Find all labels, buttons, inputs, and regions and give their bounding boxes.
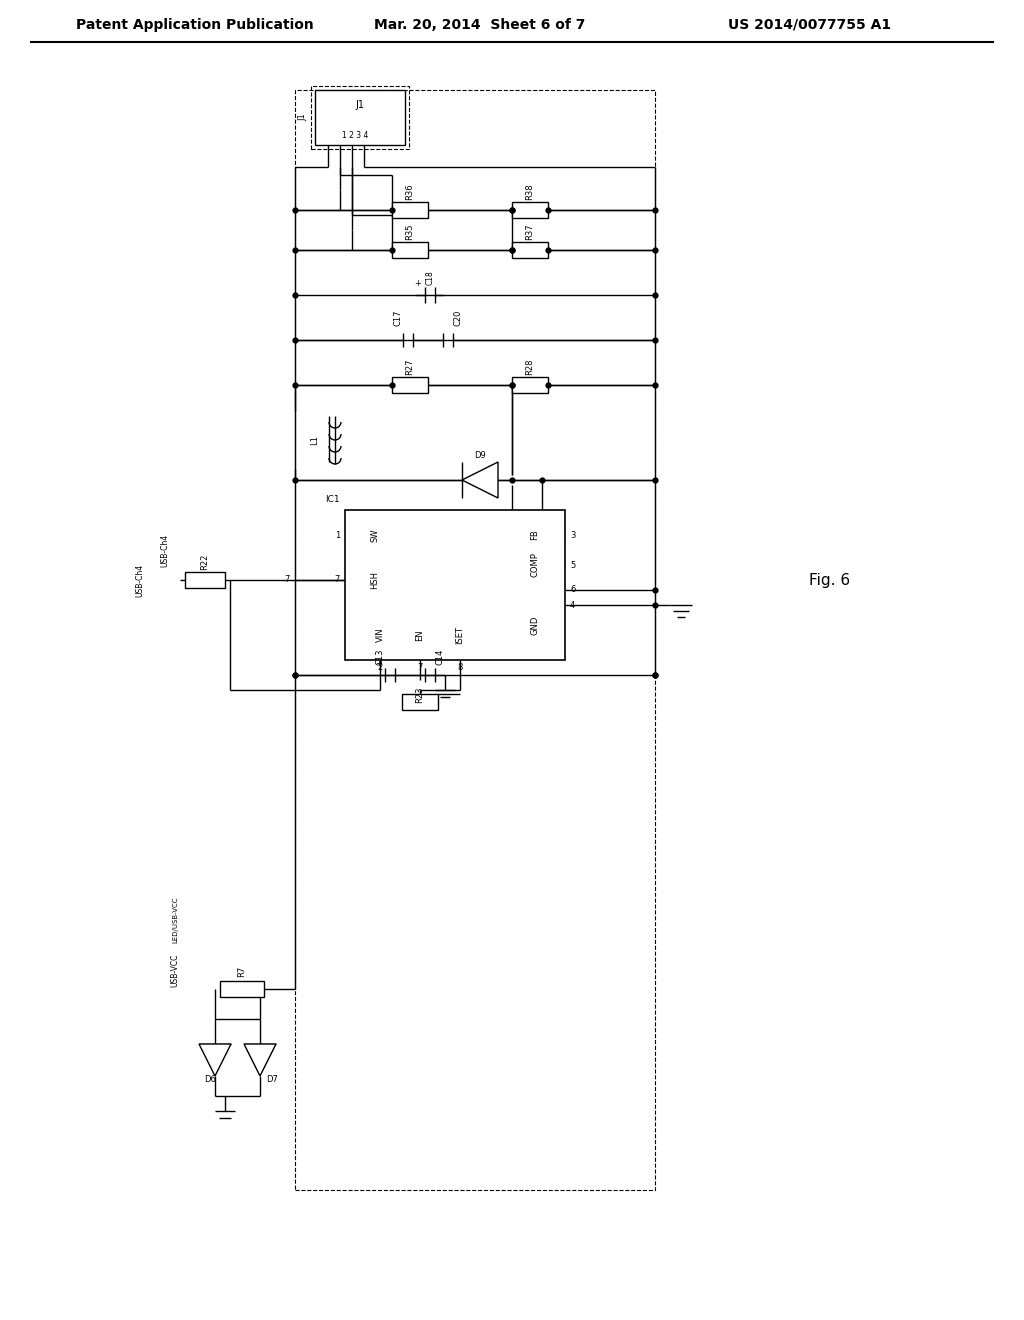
- Text: R28: R28: [525, 359, 535, 375]
- Text: R27: R27: [406, 359, 415, 375]
- Bar: [402, 694, 438, 710]
- Bar: [311, 86, 409, 149]
- Text: 4: 4: [570, 601, 575, 610]
- Text: Fig. 6: Fig. 6: [809, 573, 851, 587]
- Text: LED/USB-VCC: LED/USB-VCC: [172, 896, 178, 944]
- Text: IC1: IC1: [326, 495, 340, 504]
- Text: USB-Ch4: USB-Ch4: [135, 564, 144, 597]
- Text: R36: R36: [406, 183, 415, 201]
- Text: HSH: HSH: [371, 572, 380, 589]
- Text: C14: C14: [435, 649, 444, 665]
- Bar: [185, 572, 225, 587]
- Text: COMP: COMP: [530, 553, 540, 577]
- Text: 2: 2: [378, 664, 383, 672]
- Text: C17: C17: [393, 310, 402, 326]
- Text: 6: 6: [570, 586, 575, 594]
- Polygon shape: [244, 1044, 276, 1076]
- Bar: [392, 378, 428, 393]
- Text: Mar. 20, 2014  Sheet 6 of 7: Mar. 20, 2014 Sheet 6 of 7: [375, 18, 586, 32]
- Text: 1 2 3 4: 1 2 3 4: [342, 131, 369, 140]
- Text: FB: FB: [530, 529, 540, 540]
- Bar: [315, 90, 406, 145]
- Text: R22: R22: [201, 554, 210, 570]
- Text: USB-Ch4: USB-Ch4: [161, 533, 170, 566]
- Text: R35: R35: [406, 224, 415, 240]
- Text: GND: GND: [530, 615, 540, 635]
- Bar: [392, 242, 428, 257]
- Text: 1: 1: [335, 531, 340, 540]
- Text: Patent Application Publication: Patent Application Publication: [76, 18, 314, 32]
- Text: US 2014/0077755 A1: US 2014/0077755 A1: [728, 18, 892, 32]
- Text: ISET: ISET: [456, 626, 465, 644]
- Bar: [512, 378, 548, 393]
- Text: J1: J1: [298, 114, 307, 121]
- Text: +: +: [376, 660, 382, 668]
- Text: R38: R38: [525, 183, 535, 201]
- Text: L1: L1: [310, 436, 319, 445]
- Text: 7: 7: [418, 664, 423, 672]
- Text: C13: C13: [376, 648, 384, 665]
- Text: 7: 7: [335, 576, 340, 585]
- Text: R23: R23: [416, 686, 425, 704]
- Text: +: +: [415, 279, 422, 288]
- Text: J1: J1: [355, 100, 365, 110]
- Text: D7: D7: [266, 1076, 278, 1085]
- Text: C20: C20: [454, 310, 463, 326]
- Bar: [392, 202, 428, 218]
- Text: 8: 8: [458, 664, 463, 672]
- Bar: [512, 242, 548, 257]
- Text: 5: 5: [570, 561, 575, 569]
- Text: 3: 3: [570, 531, 575, 540]
- Polygon shape: [199, 1044, 231, 1076]
- Bar: [295, 90, 655, 1191]
- Text: C18: C18: [426, 271, 434, 285]
- Bar: [220, 981, 264, 997]
- Text: USB-VCC: USB-VCC: [171, 953, 179, 986]
- Text: VIN: VIN: [376, 628, 384, 643]
- Bar: [512, 202, 548, 218]
- Text: R7: R7: [238, 965, 247, 977]
- Text: D6: D6: [204, 1076, 216, 1085]
- Polygon shape: [462, 462, 498, 498]
- Text: EN: EN: [416, 630, 425, 640]
- Text: D9: D9: [474, 450, 485, 459]
- Text: SW: SW: [371, 528, 380, 541]
- Text: 7: 7: [285, 576, 290, 585]
- Bar: [345, 510, 565, 660]
- Text: R37: R37: [525, 223, 535, 240]
